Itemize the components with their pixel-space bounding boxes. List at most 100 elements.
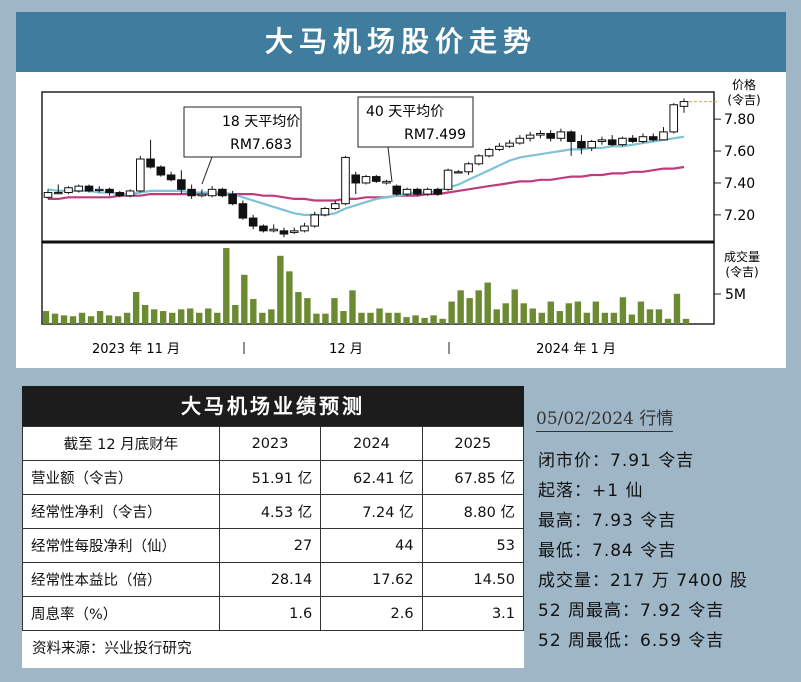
candle (64, 186, 73, 195)
table-row: 营业额（令吉） 51.91 亿 62.41 亿 67.85 亿 (22, 460, 525, 495)
cell-value: 7.24 亿 (320, 494, 423, 529)
candle (505, 139, 514, 148)
volume-bar (565, 303, 573, 324)
table-header-row: 截至 12 月底财年 2023 2024 2025 (22, 426, 525, 461)
cell-value: 51.91 亿 (218, 460, 322, 495)
candle (525, 131, 535, 142)
candle (351, 171, 361, 195)
candle-body (279, 230, 289, 235)
candle-body (187, 188, 196, 197)
candle (618, 136, 627, 147)
volume-bar (196, 312, 203, 324)
candle-body (115, 192, 125, 197)
cell-value: 8.80 亿 (421, 494, 525, 529)
year-2025: 2025 (421, 426, 525, 461)
y-tick-label: 7.20 (724, 208, 755, 224)
candle-body (464, 163, 473, 173)
volume-bar (385, 312, 392, 324)
candle (371, 174, 381, 183)
volume-bar (610, 312, 618, 324)
candle (136, 155, 145, 193)
candle-body (43, 192, 53, 198)
volume-bar (159, 311, 167, 324)
candle (577, 135, 586, 155)
candle (648, 133, 658, 142)
candle-body (166, 174, 176, 181)
candle-body (300, 225, 309, 232)
candle (115, 190, 125, 198)
candle-body (289, 230, 299, 233)
candle (659, 127, 668, 141)
volume-bar (403, 317, 410, 324)
candle-body (648, 136, 658, 141)
candle-body (587, 140, 596, 149)
candle-body (618, 137, 627, 146)
candle (177, 170, 186, 195)
candle (638, 133, 648, 144)
unit-label-line: 价格 (732, 77, 756, 92)
ma40-callout-leader (387, 146, 393, 183)
volume-bar (430, 315, 437, 324)
candle (597, 136, 607, 145)
volume-bar (168, 312, 176, 324)
volume-bar (304, 298, 311, 324)
day-high: 最高：7.93 令吉 (538, 511, 677, 531)
candle (679, 98, 689, 113)
candle (454, 170, 463, 174)
volume-bar (412, 315, 419, 324)
forecast-table: 截至 12 月底财年 2023 2024 2025 营业额（令吉） 51.91 … (22, 426, 525, 631)
table-header-label: 截至 12 月底财年 (22, 426, 220, 461)
ma40-callout-value: RM7.499 (404, 127, 466, 143)
volume-bar (286, 271, 293, 324)
candle (566, 130, 576, 156)
week52-low: 52 周最低：6.59 令吉 (538, 631, 725, 651)
volume-bar (69, 316, 77, 324)
volume-bar (114, 316, 122, 324)
volume-bar (574, 301, 582, 324)
candle (361, 174, 371, 185)
volume-unit-label: 成交量(令吉) (724, 249, 760, 279)
candle (341, 155, 350, 206)
candle-body (505, 142, 514, 147)
candle-body (228, 193, 237, 205)
candle (474, 154, 484, 166)
volume-bar (277, 255, 284, 324)
candle (330, 200, 340, 211)
candle-body (105, 188, 114, 194)
candle-body (495, 145, 504, 150)
candle (382, 179, 391, 185)
volume-bar (241, 274, 248, 324)
candle (402, 187, 412, 196)
volume-bar (628, 314, 636, 324)
candle (94, 186, 104, 193)
row-label: 周息率（%） (22, 596, 220, 631)
ma18-line (47, 135, 685, 216)
candle-body (536, 132, 545, 136)
cell-value: 14.50 (421, 562, 525, 597)
candle (166, 171, 176, 182)
candle (238, 200, 248, 220)
volume-bar (178, 309, 185, 324)
volume-bar (394, 312, 401, 324)
price-unit-label: 价格(令吉) (727, 77, 760, 107)
volume-bar (205, 308, 212, 324)
volume-bar (664, 318, 672, 324)
volume-bar (637, 301, 645, 324)
table-row: 经常性每股净利（仙） 27 44 53 (22, 528, 525, 563)
candle-body (259, 225, 268, 232)
volume-bar (223, 248, 230, 324)
candle-body (238, 203, 248, 219)
candle-body (74, 185, 84, 192)
y-tick-label: 7.60 (724, 144, 755, 160)
cell-value: 67.85 亿 (421, 460, 525, 495)
candle (423, 187, 432, 196)
candle-body (556, 131, 566, 139)
candle-body (659, 131, 668, 141)
candle (105, 187, 114, 196)
day-low: 最低：7.84 令吉 (538, 541, 677, 561)
candle-body (371, 176, 381, 182)
candle-body (320, 207, 330, 216)
volume-bar (547, 301, 554, 324)
volume-bar (96, 311, 104, 324)
volume-bar (511, 289, 518, 324)
